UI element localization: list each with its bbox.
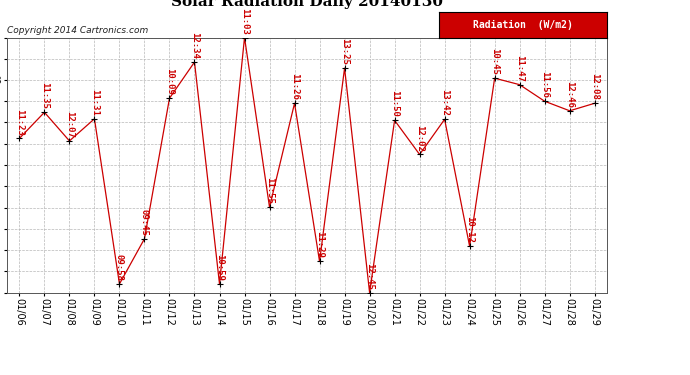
Text: 12:46: 12:46 xyxy=(565,81,574,108)
Text: 11:56: 11:56 xyxy=(540,71,549,98)
Title: Solar Radiation Daily 20140130: Solar Radiation Daily 20140130 xyxy=(171,0,443,9)
Text: 11:31: 11:31 xyxy=(90,89,99,116)
Text: 12:02: 12:02 xyxy=(415,124,424,152)
Text: 11:26: 11:26 xyxy=(290,74,299,100)
Text: 11:03: 11:03 xyxy=(240,8,249,34)
Text: 10:12: 10:12 xyxy=(465,216,474,243)
Text: 09:58: 09:58 xyxy=(115,254,124,281)
Text: 10:09: 10:09 xyxy=(165,68,174,95)
Text: 12:07: 12:07 xyxy=(65,111,74,138)
Text: 12:08: 12:08 xyxy=(590,74,599,100)
Text: 11:23: 11:23 xyxy=(15,108,24,135)
Text: 10:59: 10:59 xyxy=(215,254,224,281)
Text: 13:25: 13:25 xyxy=(340,38,349,65)
Text: 11:29: 11:29 xyxy=(315,231,324,258)
Text: 10:45: 10:45 xyxy=(490,48,499,75)
Text: 11:55: 11:55 xyxy=(265,177,274,204)
Text: 11:47: 11:47 xyxy=(515,55,524,82)
Text: 13:42: 13:42 xyxy=(440,89,449,116)
Text: 11:35: 11:35 xyxy=(40,82,49,109)
Text: 11:50: 11:50 xyxy=(390,90,399,117)
Text: 12:45: 12:45 xyxy=(365,262,374,290)
Text: 09:45: 09:45 xyxy=(140,209,149,236)
Text: Copyright 2014 Cartronics.com: Copyright 2014 Cartronics.com xyxy=(7,26,148,35)
Text: 12:34: 12:34 xyxy=(190,32,199,59)
